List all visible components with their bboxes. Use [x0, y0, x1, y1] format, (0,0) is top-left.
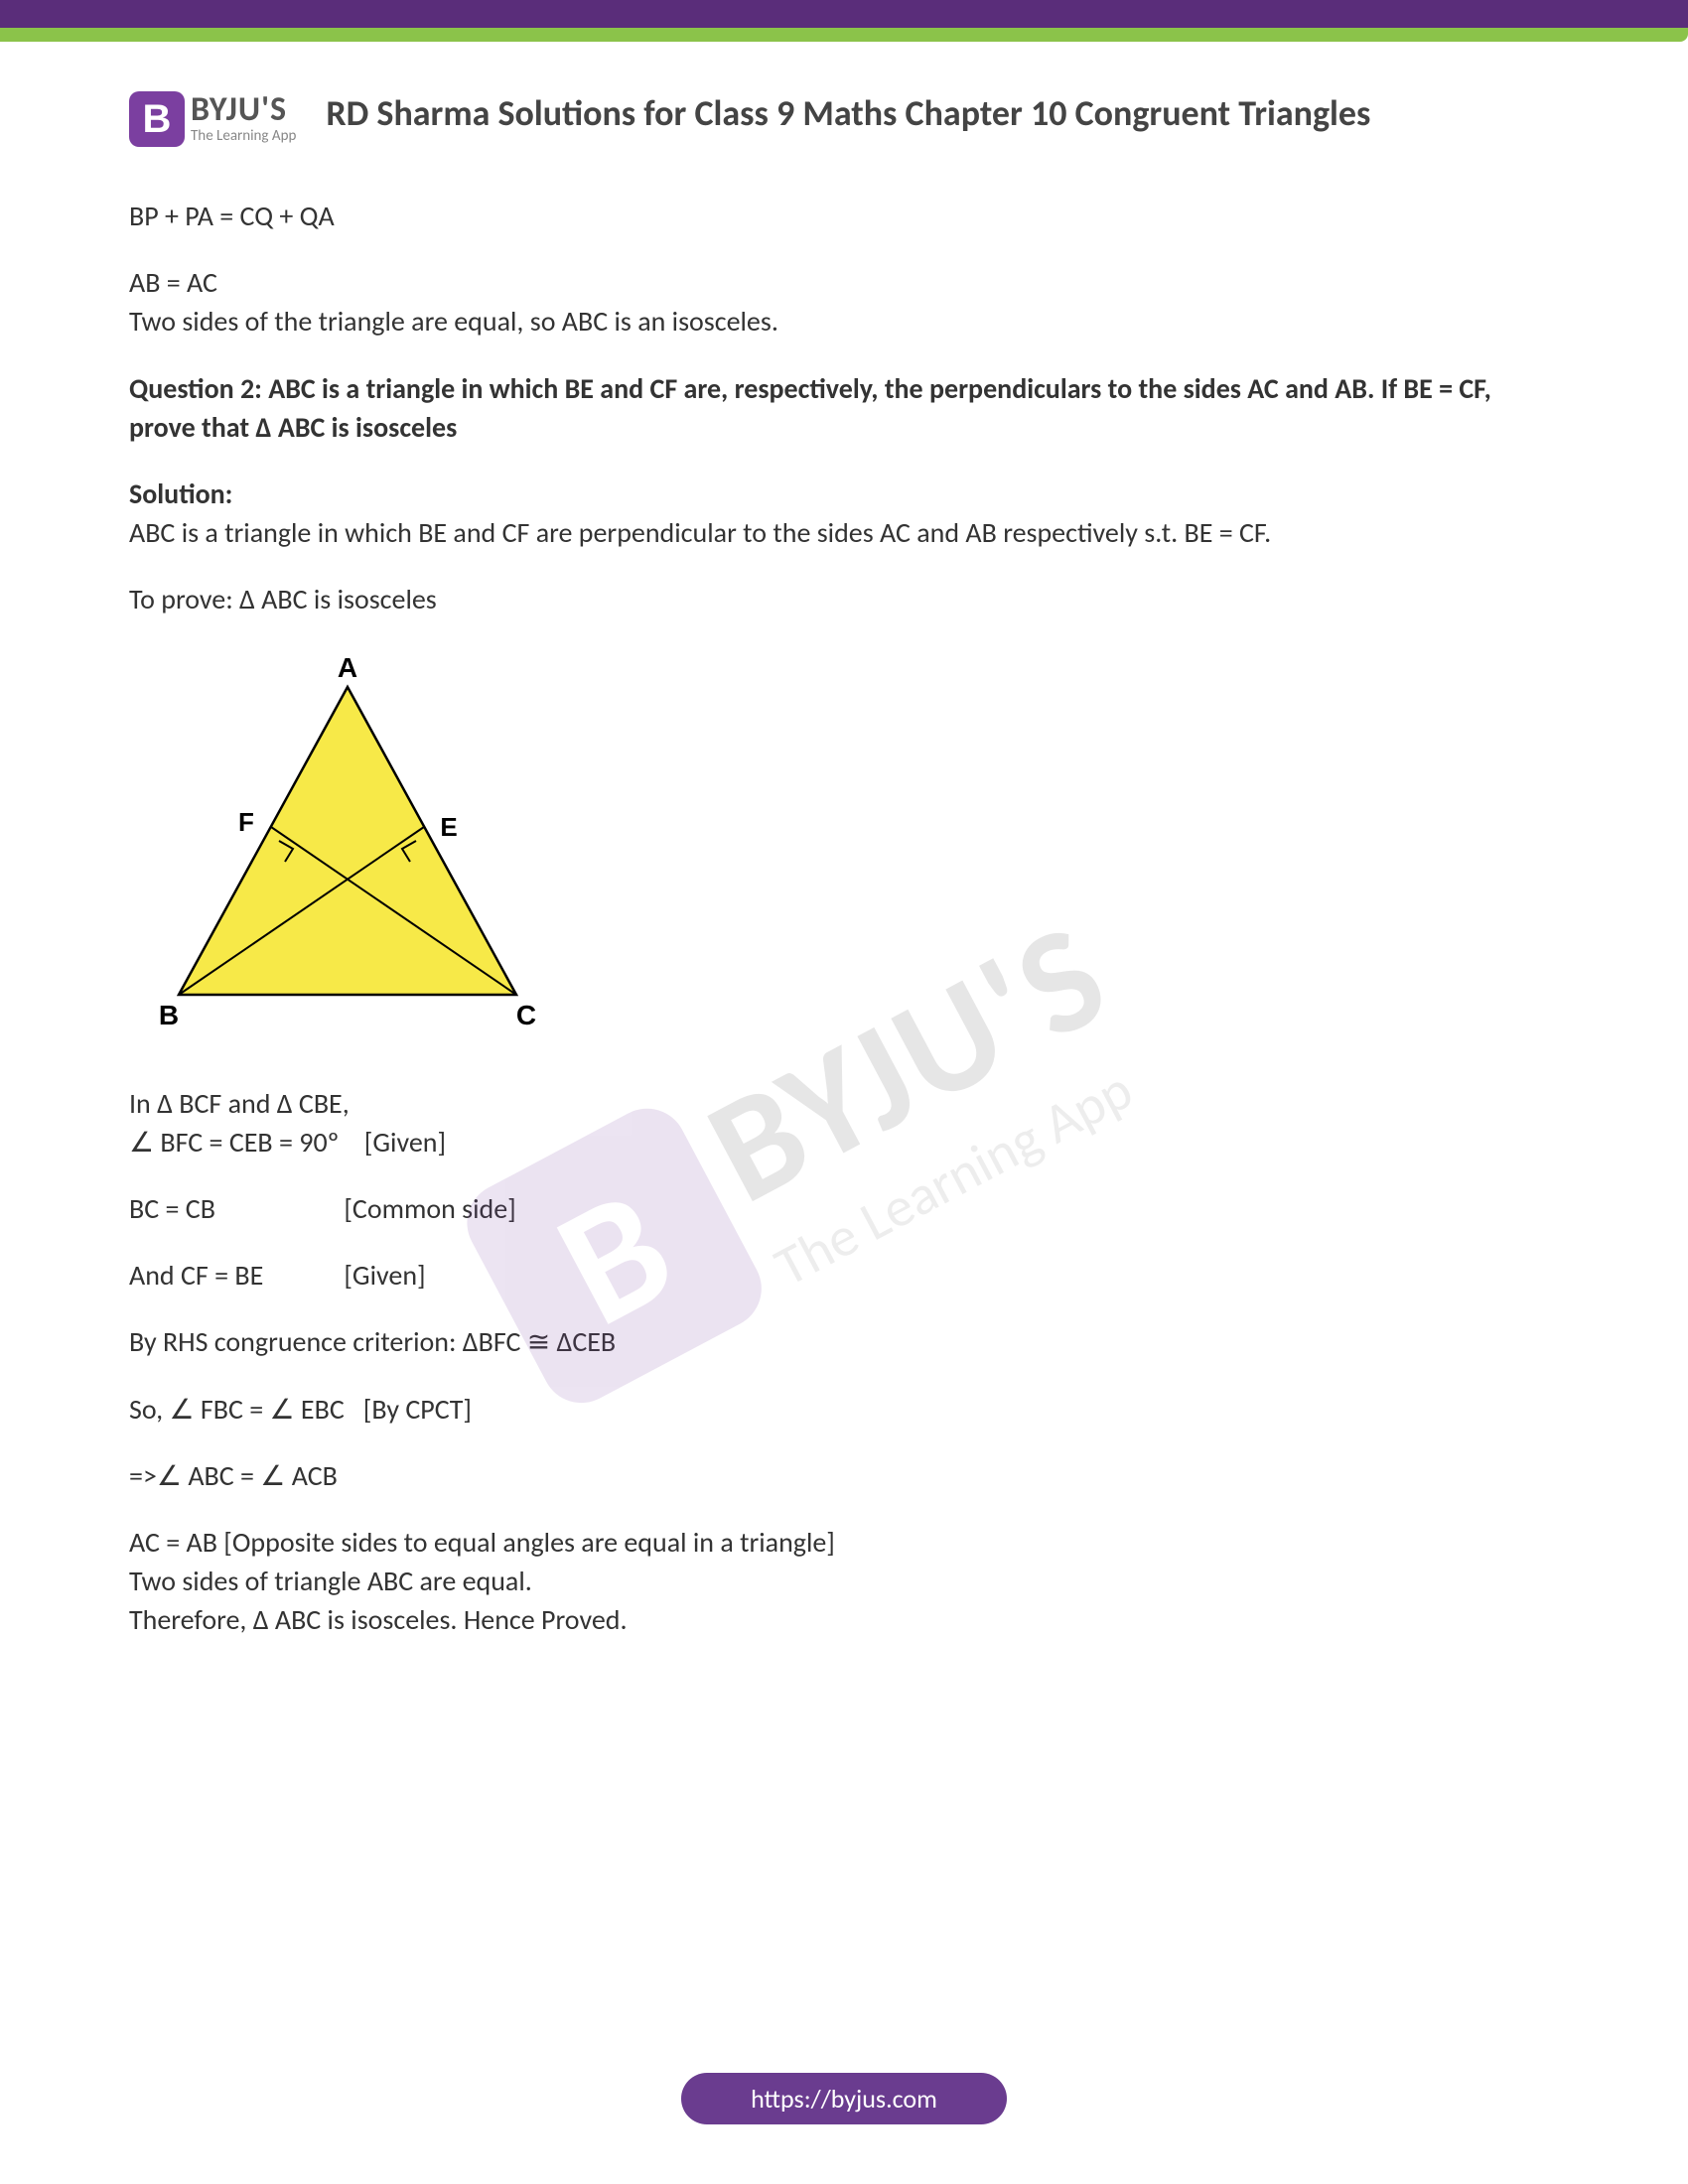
proof-line-7: =>∠ ABC = ∠ ACB [129, 1456, 1559, 1495]
page-content: B BYJU'S The Learning App RD Sharma Solu… [0, 42, 1688, 1640]
proof-4b: [Given] [344, 1258, 425, 1293]
proof-3a: BC = CB [129, 1189, 338, 1228]
question-2: Question 2: ABC is a triangle in which B… [129, 369, 1559, 447]
proof-2b: [Given] [364, 1125, 446, 1160]
proof-line-5: By RHS congruence criterion: ΔBFC ≅ ΔCEB [129, 1322, 1559, 1361]
triangle-diagram: A B C F E [129, 647, 1559, 1044]
solution-label: Solution: [129, 475, 1559, 513]
page-title: RD Sharma Solutions for Class 9 Maths Ch… [326, 91, 1370, 136]
proof-line-9: Two sides of triangle ABC are equal. [129, 1562, 1559, 1600]
brand-name: BYJU'S [191, 93, 296, 127]
logo-badge: B [129, 91, 185, 147]
proof-3b: [Common side] [344, 1191, 515, 1226]
triangle-svg: A B C F E [129, 647, 566, 1034]
label-a: A [338, 652, 357, 683]
proof-line-1: In Δ BCF and Δ CBE, [129, 1084, 1559, 1123]
logo-block: B BYJU'S The Learning App [129, 91, 296, 147]
label-e: E [440, 812, 457, 842]
proof-line-8: AC = AB [Opposite sides to equal angles … [129, 1523, 1559, 1562]
proof-line-10: Therefore, Δ ABC is isosceles. Hence Pro… [129, 1600, 1559, 1639]
to-prove-line: To prove: Δ ABC is isosceles [129, 580, 1559, 618]
page-footer: https://byjus.com [0, 2073, 1688, 2124]
proof-2a: ∠ BFC = CEB = 90º [129, 1125, 339, 1160]
content-body: BP + PA = CQ + QA AB = AC Two sides of t… [129, 197, 1559, 1640]
top-purple-band [0, 0, 1688, 28]
proof-line-4: And CF = BE [Given] [129, 1256, 1559, 1295]
equation-line-2: AB = AC [129, 263, 1559, 302]
conclusion-line-1: Two sides of the triangle are equal, so … [129, 302, 1559, 341]
proof-6a: So, ∠ FBC = ∠ EBC [129, 1392, 345, 1427]
triangle-abc [179, 687, 516, 995]
label-f: F [238, 807, 254, 837]
proof-6b: [By CPCT] [363, 1392, 472, 1427]
proof-line-2: ∠ BFC = CEB = 90º [Given] [129, 1123, 1559, 1161]
equation-line-1: BP + PA = CQ + QA [129, 197, 1559, 235]
proof-line-6: So, ∠ FBC = ∠ EBC [By CPCT] [129, 1390, 1559, 1429]
brand-tagline: The Learning App [191, 127, 296, 145]
footer-url-pill[interactable]: https://byjus.com [681, 2073, 1007, 2124]
label-b: B [159, 1000, 179, 1030]
page-header: B BYJU'S The Learning App RD Sharma Solu… [129, 91, 1559, 147]
proof-line-3: BC = CB [Common side] [129, 1189, 1559, 1228]
solution-line-1: ABC is a triangle in which BE and CF are… [129, 513, 1559, 552]
green-accent-band [0, 28, 1688, 42]
label-c: C [516, 1000, 536, 1030]
proof-4a: And CF = BE [129, 1256, 338, 1295]
